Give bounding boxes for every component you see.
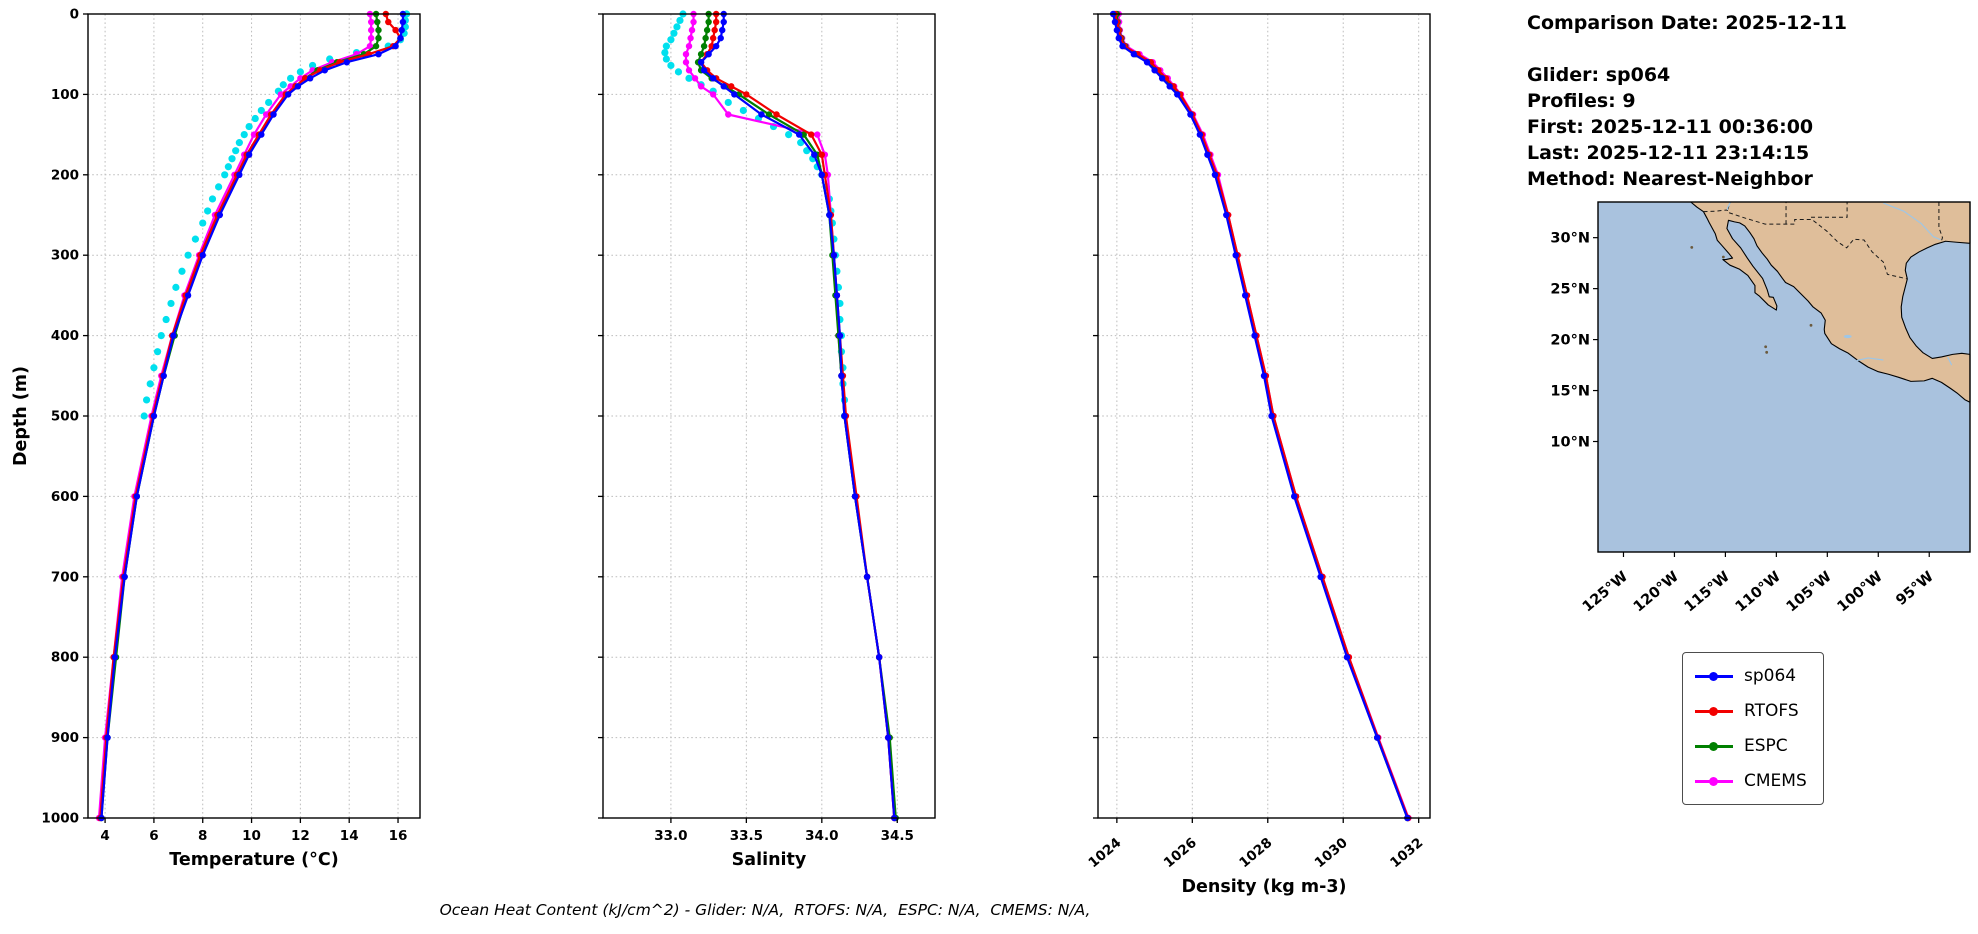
- depth-tick-label: 0: [70, 7, 79, 23]
- ocean-heat-content-caption: Ocean Heat Content (kJ/cm^2) - Glider: N…: [439, 901, 1091, 919]
- x-tick-label: 1026: [1161, 835, 1200, 871]
- depth-tick-label: 300: [51, 248, 79, 264]
- lon-tick-label: 95°W: [1893, 569, 1937, 609]
- comparison-date: Comparison Date: 2025-12-11: [1527, 12, 1847, 34]
- depth-tick-label: 1000: [41, 811, 79, 827]
- x-tick-label: 1028: [1236, 835, 1275, 871]
- island: [1721, 255, 1725, 259]
- x-tick-label: 12: [291, 828, 310, 844]
- density-chart: 1024 1026 1028 1030 1032 Density (kg m-3): [1085, 10, 1431, 897]
- depth-tick-label: 100: [51, 87, 79, 103]
- lat-tick-label: 20°N: [1550, 333, 1590, 349]
- x-tick-label: 6: [149, 828, 158, 844]
- lake: [1843, 334, 1852, 339]
- x-tick-label: 1030: [1312, 835, 1351, 871]
- lon-tick-label: 110°W: [1733, 569, 1784, 616]
- x-tick-label: 34.0: [805, 828, 838, 844]
- legend-item-RTOFS: RTOFS: [1695, 697, 1807, 725]
- legend-label: RTOFS: [1744, 701, 1799, 721]
- lat-tick-label: 10°N: [1550, 435, 1590, 451]
- x-tick-label: 4: [100, 828, 109, 844]
- legend-marker-icon: [1695, 704, 1733, 719]
- x-tick-label: 1032: [1387, 835, 1426, 871]
- depth-tick-label: 500: [51, 409, 79, 425]
- depth-tick-label: 200: [51, 167, 79, 183]
- island: [1765, 350, 1769, 354]
- legend-marker-icon: [1695, 669, 1733, 684]
- river: [1947, 356, 1953, 366]
- last-profile-time: Last: 2025-12-11 23:14:15: [1527, 142, 1810, 164]
- density-axis-label: Density (kg m-3): [1181, 877, 1346, 897]
- land-mexico: [1690, 201, 1971, 403]
- lat-tick-label: 30°N: [1550, 231, 1590, 247]
- depth-tick-label: 900: [51, 730, 79, 746]
- lon-tick-label: 125°W: [1580, 569, 1631, 616]
- island: [1764, 345, 1768, 349]
- legend: sp064 RTOFS ESPC CMEMS: [1682, 652, 1824, 805]
- method: Method: Nearest-Neighbor: [1527, 168, 1813, 190]
- gridlines: [1098, 13, 1430, 819]
- legend-item-ESPC: ESPC: [1695, 732, 1807, 760]
- series-RTOFS: [1111, 10, 1412, 822]
- temperature-chart: 4 6 8 10 12 14 16 0 100 200 300 400 500 600 700 800 900 1…: [41, 7, 421, 870]
- location-map: 30°N 25°N 20°N 15°N 10°N 125°W 120°W 115°W 110°W…: [1550, 201, 1971, 616]
- lat-tick-label: 15°N: [1550, 384, 1590, 400]
- series-sp064: [697, 10, 898, 822]
- lon-tick-label: 100°W: [1835, 569, 1886, 616]
- depth-tick-label: 700: [51, 569, 79, 585]
- salinity-axis-label: Salinity: [732, 850, 807, 870]
- info-panel: Comparison Date: 2025-12-11 Glider: sp06…: [1527, 10, 1847, 192]
- depth-tick-label: 400: [51, 328, 79, 344]
- border-line: [1938, 202, 1944, 241]
- legend-label: CMEMS: [1744, 771, 1807, 791]
- legend-item-CMEMS: CMEMS: [1695, 767, 1807, 795]
- legend-label: ESPC: [1744, 736, 1788, 756]
- x-tick-label: 1024: [1085, 835, 1124, 871]
- info-gap: [1527, 36, 1847, 62]
- border-line: [1703, 209, 1908, 280]
- island: [1809, 323, 1813, 327]
- salinity-chart: 33.0 33.5 34.0 34.5 Salinity: [598, 10, 936, 870]
- lon-tick-label: 115°W: [1682, 569, 1733, 616]
- legend-marker-icon: [1695, 739, 1733, 754]
- river: [1726, 201, 1732, 210]
- river: [1883, 202, 1941, 241]
- lat-tick-label: 25°N: [1550, 282, 1590, 298]
- lon-tick-label: 105°W: [1784, 569, 1835, 616]
- series-sp064: [1109, 10, 1411, 822]
- profiles-count: Profiles: 9: [1527, 90, 1636, 112]
- river: [1856, 357, 1884, 362]
- depth-tick-label: 600: [51, 489, 79, 505]
- first-profile-time: First: 2025-12-11 00:36:00: [1527, 116, 1814, 138]
- x-tick-label: 8: [198, 828, 207, 844]
- series-sp064: [98, 10, 407, 822]
- glider-name: Glider: sp064: [1527, 64, 1671, 86]
- x-tick-label: 33.0: [654, 828, 687, 844]
- legend-label: sp064: [1744, 666, 1797, 686]
- map-frame: [1597, 201, 1971, 553]
- x-tick-label: 33.5: [730, 828, 763, 844]
- island: [1690, 245, 1694, 249]
- series-glider-obs: [140, 10, 411, 420]
- x-tick-label: 14: [340, 828, 359, 844]
- x-tick-label: 34.5: [881, 828, 914, 844]
- lon-tick-label: 120°W: [1631, 569, 1682, 616]
- x-tick-label: 16: [389, 828, 408, 844]
- border-line: [1811, 202, 1848, 218]
- x-tick-label: 10: [242, 828, 261, 844]
- legend-marker-icon: [1695, 774, 1733, 789]
- profile-charts: 4 6 8 10 12 14 16 0 100 200 300 400 500 600 700 800 900 1…: [11, 7, 1431, 897]
- depth-tick-label: 800: [51, 650, 79, 666]
- legend-item-sp064: sp064: [1695, 662, 1807, 690]
- depth-axis-label: Depth (m): [11, 366, 31, 466]
- temperature-axis-label: Temperature (°C): [169, 850, 339, 870]
